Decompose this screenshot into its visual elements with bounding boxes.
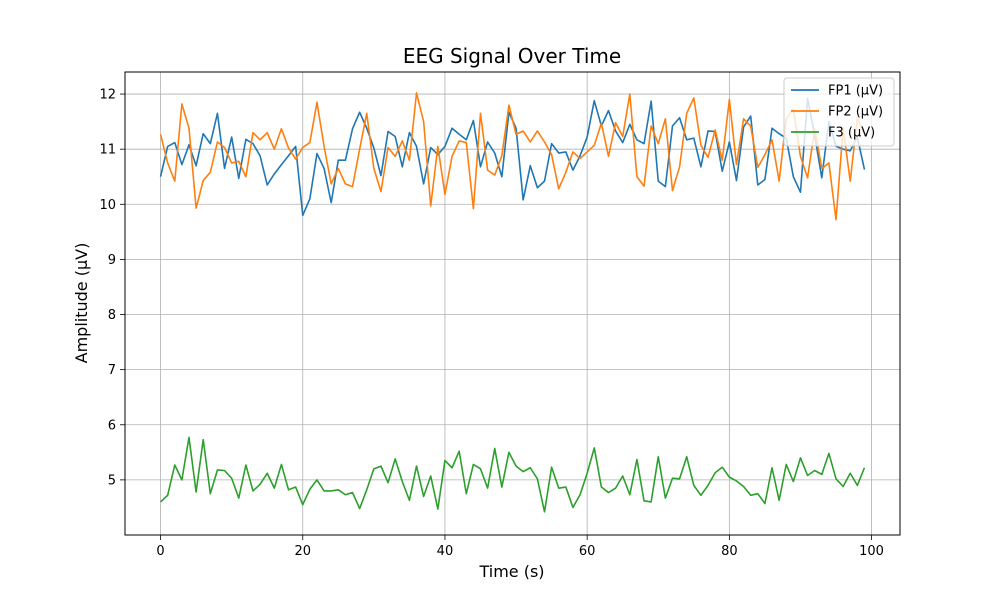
legend: FP1 (μV) FP2 (μV) F3 (μV)	[783, 77, 895, 147]
y-tick-label: 11	[99, 143, 116, 158]
legend-label-f3: F3 (μV)	[828, 126, 875, 141]
x-tick-label: 20	[294, 544, 311, 559]
x-axis-ticks: 0 20 40 60 80 100	[156, 535, 884, 559]
y-tick-label: 9	[108, 253, 116, 268]
x-tick-label: 80	[721, 544, 738, 559]
y-tick-label: 6	[108, 418, 116, 433]
y-tick-label: 10	[99, 198, 116, 213]
y-axis-label: Amplitude (μV)	[72, 243, 91, 364]
legend-box	[783, 77, 895, 147]
y-tick-label: 12	[99, 88, 116, 103]
y-tick-label: 5	[108, 473, 116, 488]
series-line-f3	[160, 436, 866, 513]
y-tick-label: 8	[108, 308, 116, 323]
grid	[125, 72, 900, 535]
x-tick-label: 100	[859, 544, 884, 559]
series-line-fp2	[159, 92, 866, 221]
x-axis-label: Time (s)	[478, 562, 544, 581]
chart-title: EEG Signal Over Time	[403, 44, 621, 68]
plot-frame	[124, 71, 901, 536]
x-tick-label: 40	[437, 544, 454, 559]
legend-label-fp1: FP1 (μV)	[828, 84, 883, 99]
x-tick-label: 0	[156, 544, 164, 559]
x-tick-label: 60	[579, 544, 596, 559]
series-lines	[159, 92, 866, 513]
legend-label-fp2: FP2 (μV)	[828, 105, 883, 120]
y-tick-label: 7	[108, 363, 116, 378]
y-axis-ticks: 5 6 7 8 9 10 11 12	[99, 88, 125, 488]
